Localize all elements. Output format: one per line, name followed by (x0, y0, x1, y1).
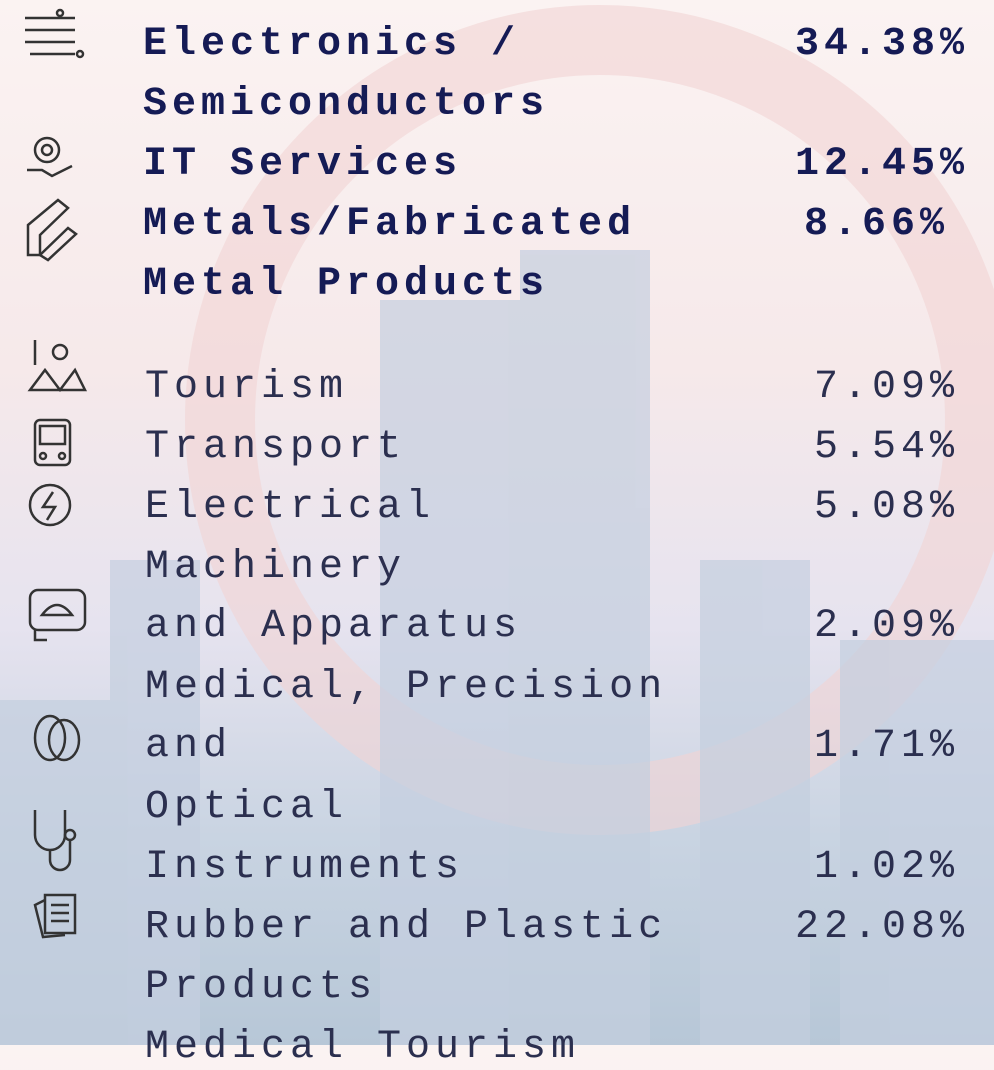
sector-label: and (145, 727, 232, 767)
sector-label: Medical Tourism (145, 1028, 580, 1068)
sector-share: 22.08% (795, 908, 969, 948)
sector-share: 1.71% (814, 727, 959, 767)
sector-label: Metal Products (143, 265, 549, 305)
sector-label: Electrical (145, 488, 435, 528)
sector-share: 7.09% (814, 368, 959, 408)
sector-label: Machinery (145, 548, 406, 588)
sector-share: 34.38% (795, 25, 969, 65)
sector-label: Metals/Fabricated (143, 205, 636, 245)
sector-label: Optical (145, 788, 348, 828)
sector-label: Semiconductors (143, 85, 549, 125)
sector-share: 5.54% (814, 428, 959, 468)
page: Electronics / Semiconductors IT Services Me… (0, 0, 994, 1045)
sector-label: Products (145, 968, 377, 1008)
sector-label: Rubber and Plastic (145, 908, 667, 948)
sector-share: 8.66% (804, 205, 949, 245)
sector-share: 5.08% (814, 488, 959, 528)
sector-label: and Apparatus (145, 607, 522, 647)
sector-label: IT Services (143, 145, 462, 185)
sector-share: 1.02% (814, 848, 959, 888)
sector-label: Medical, Precision (145, 668, 667, 708)
sector-label: Tourism (145, 368, 348, 408)
sector-label: Electronics / (143, 25, 520, 65)
sector-share: 2.09% (814, 607, 959, 647)
sector-share: 12.45% (795, 145, 969, 185)
sector-label: Instruments (145, 848, 464, 888)
sector-label: Transport (145, 428, 406, 468)
